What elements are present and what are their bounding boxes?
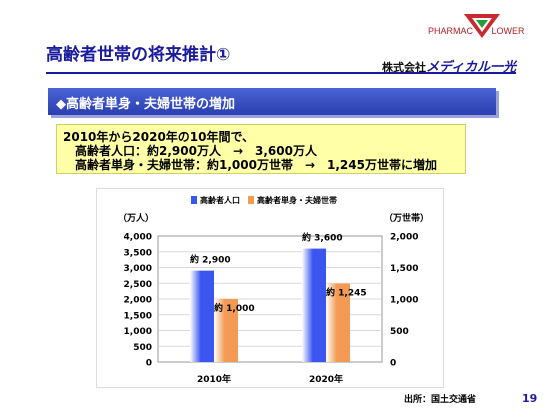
data-label: 約 3,600	[302, 232, 343, 244]
logo-pharmac: PHARMAC	[428, 26, 474, 36]
y-left-tick-label: 0	[146, 359, 152, 369]
logo-lower: LOWER	[491, 26, 525, 36]
logo-icon	[464, 14, 500, 38]
y-left-tick-label: 1,500	[124, 311, 152, 321]
bar-households	[326, 283, 350, 362]
y-right-tick-label: 0	[390, 359, 396, 369]
section-heading: ◆高齢者単身・夫婦世帯の増加	[56, 97, 235, 112]
data-label: 約 2,900	[190, 254, 231, 266]
page-number: 19	[522, 392, 538, 405]
y-left-tick-label: 1,000	[124, 327, 152, 337]
summary-box: 2010年から2020年の10年間で、 高齢者人口：約2,900万人 → 3,6…	[56, 124, 466, 174]
x-tick-label: 2020年	[309, 373, 343, 385]
y-left-tick-label: 2,000	[124, 296, 152, 306]
section-heading-bar: ◆高齢者単身・夫婦世帯の増加	[48, 88, 496, 115]
y-left-tick-label: 500	[133, 343, 152, 353]
logo-text: PHARMAC LOWER	[428, 26, 525, 36]
y-left-tick-label: 2,500	[124, 280, 152, 290]
y-right-tick-label: 500	[390, 327, 409, 337]
bar-population	[302, 248, 326, 362]
data-label: 約 1,000	[214, 302, 255, 314]
data-label: 約 1,245	[326, 287, 367, 299]
summary-line-2: 高齢者人口：約2,900万人 → 3,600万人	[75, 144, 317, 158]
y-right-tick-label: 1,000	[390, 296, 418, 306]
page-title: 高齢者世帯の将来推計①	[46, 45, 231, 65]
legend-label: 高齢者単身・夫婦世帯	[257, 195, 337, 205]
y-left-tick-label: 3,500	[124, 248, 152, 258]
y-right-tick-label: 2,000	[390, 233, 418, 243]
company-prefix: 株式会社	[382, 61, 426, 74]
y-right-axis-label: （万世帯）	[384, 212, 429, 224]
title-divider	[46, 72, 516, 74]
summary-line-3: 高齢者単身・夫婦世帯：約1,000万世帯 → 1,245万世帯に増加	[75, 158, 437, 172]
y-left-tick-label: 4,000	[124, 233, 152, 243]
source-note: 出所：国土交通省	[404, 395, 477, 405]
y-left-axis-label: （万人）	[118, 212, 154, 224]
company-name: メディカル一光	[426, 60, 517, 75]
summary-line-1: 2010年から2020年の10年間で、	[63, 130, 255, 144]
y-left-tick-label: 3,000	[124, 264, 152, 274]
company-logo: 株式会社メディカル一光	[382, 56, 516, 75]
bar-households	[214, 299, 238, 362]
legend-swatch	[248, 196, 254, 204]
x-tick-label: 2010年	[197, 373, 231, 385]
legend-swatch	[191, 196, 197, 204]
bar-population	[190, 270, 214, 362]
y-right-tick-label: 1,500	[390, 264, 418, 274]
legend-label: 高齢者人口	[200, 195, 240, 205]
